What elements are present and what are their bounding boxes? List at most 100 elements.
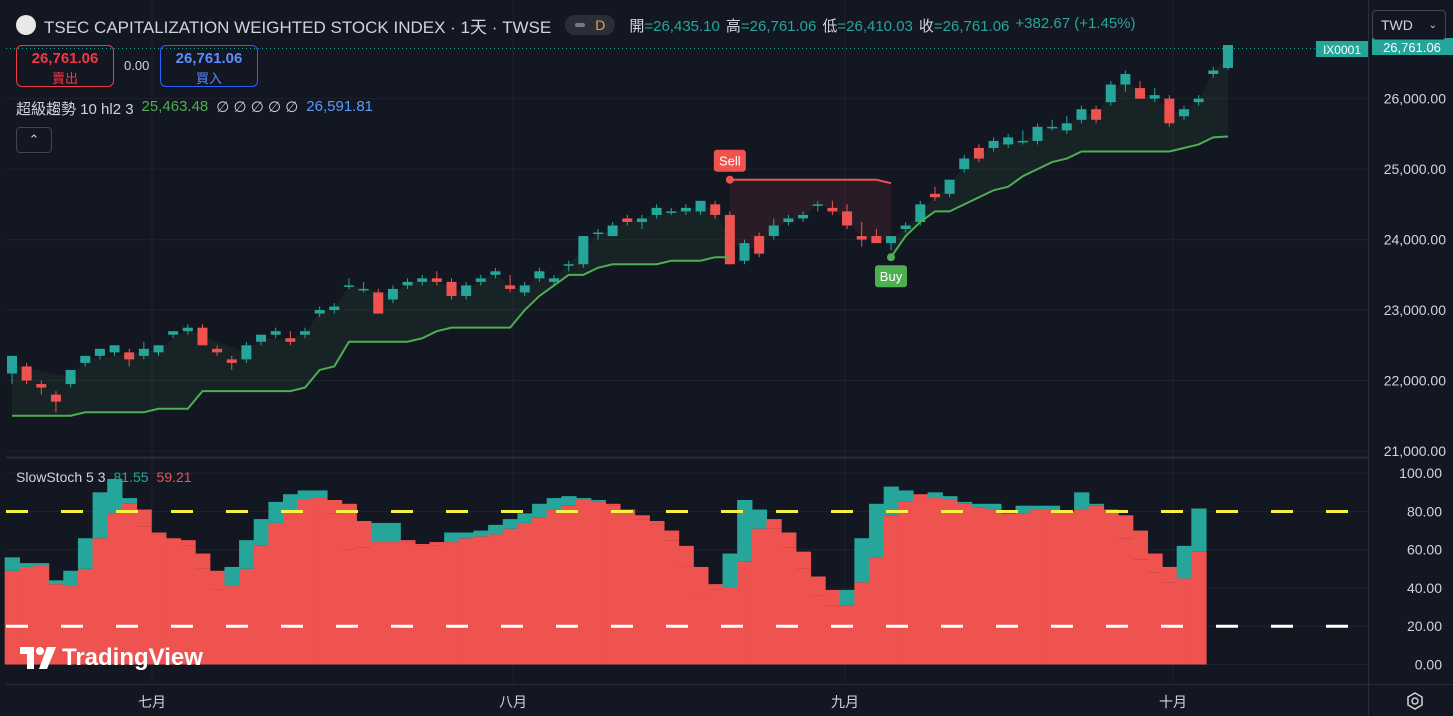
stoch-bar-top xyxy=(444,532,460,543)
price-tick-label: 26,000.00 xyxy=(1384,91,1446,107)
slow-stoch-series xyxy=(4,478,1368,665)
candle-body xyxy=(109,345,120,353)
candle-body xyxy=(827,207,838,212)
candle-body xyxy=(886,236,896,244)
settings-icon[interactable] xyxy=(1407,692,1423,710)
stoch-bar-top xyxy=(634,515,650,520)
stoch-bar xyxy=(693,599,709,665)
stoch-bar-top xyxy=(151,532,167,535)
candle-body xyxy=(94,348,105,356)
stoch-bar-top xyxy=(663,530,680,541)
stoch-bar xyxy=(825,605,841,665)
time-tick-label: 九月 xyxy=(831,695,859,711)
candle-body xyxy=(256,334,267,342)
stoch-bar xyxy=(297,499,313,665)
stoch-bar xyxy=(912,494,929,665)
indicator-placeholders: ∅ ∅ ∅ ∅ ∅ xyxy=(216,99,299,116)
candle-body xyxy=(636,218,647,222)
stoch-bar xyxy=(253,545,269,665)
stoch-bar-top xyxy=(283,494,299,512)
stoch-bar-top xyxy=(766,519,782,529)
stoch-bar-top xyxy=(19,563,35,567)
candle-body xyxy=(593,232,603,235)
stoch-bar-top xyxy=(751,509,768,529)
currency-value: TWD xyxy=(1381,17,1413,33)
stoch-bar xyxy=(707,589,724,665)
supertrend-legend[interactable]: 超級趨勢 10 hl2 3 25,463.48 ∅ ∅ ∅ ∅ ∅ 26,591… xyxy=(16,98,373,119)
low-value: =26,410.03 xyxy=(837,17,913,35)
stoch-bar-top xyxy=(1176,545,1192,579)
symbol-title[interactable]: TSEC CAPITALIZATION WEIGHTED STOCK INDEX… xyxy=(44,17,552,37)
stoch-tick-label: 0.00 xyxy=(1415,657,1442,673)
candle-body xyxy=(988,140,999,148)
stoch-bar-top xyxy=(209,570,226,590)
stoch-bar-top xyxy=(297,490,313,500)
candle-body xyxy=(754,236,765,254)
stoch-bar xyxy=(1147,572,1163,665)
stoch-bar xyxy=(107,513,123,665)
candle-body xyxy=(417,278,428,282)
market-status-badge[interactable]: D xyxy=(565,15,616,35)
candle-body xyxy=(212,348,223,353)
stoch-bar-top xyxy=(971,503,987,508)
stoch-bar-top xyxy=(92,492,108,539)
signal-label: Buy xyxy=(880,269,903,284)
stoch-bar xyxy=(561,505,577,665)
stoch-bar xyxy=(1118,538,1134,665)
collapse-legend-button[interactable]: ⌃ xyxy=(16,127,52,153)
candle-body xyxy=(490,271,501,275)
candle-body xyxy=(710,204,721,215)
candle-body xyxy=(856,236,867,240)
candle-body xyxy=(651,207,662,215)
stoch-bar xyxy=(1059,511,1075,665)
price-axis[interactable]: 26,000.00 25,000.00 24,000.00 23,000.00 22,0… xyxy=(1384,91,1446,673)
candle-body xyxy=(21,366,32,381)
stoch-bar xyxy=(546,509,562,665)
stoch-bar xyxy=(737,561,753,665)
tradingview-logo[interactable]: TradingView xyxy=(20,644,203,672)
candle-body xyxy=(197,327,208,346)
currency-select[interactable]: TWD ⌄ xyxy=(1372,10,1446,40)
stoch-bar xyxy=(795,568,812,665)
stoch-bar xyxy=(1191,551,1207,665)
candle-body xyxy=(505,285,516,289)
candle-body xyxy=(124,352,135,360)
stoch-bar-top xyxy=(312,490,328,499)
candle-body xyxy=(50,394,61,402)
candle-body xyxy=(80,355,91,363)
candle-body xyxy=(1179,109,1189,117)
symbol-logo-icon xyxy=(16,15,36,35)
signal-label: Sell xyxy=(719,154,741,169)
stoch-bar xyxy=(1103,511,1119,665)
stoch-legend[interactable]: SlowStoch 5 3 81.55 59.21 xyxy=(16,469,192,485)
buy-button[interactable]: 26,761.06 買入 xyxy=(160,45,258,87)
stoch-bar-top xyxy=(458,532,475,539)
supertrend-up-fill xyxy=(891,56,1228,258)
symbol-tag: IX0001 xyxy=(1316,41,1368,57)
candle-body xyxy=(461,285,472,296)
candle-body xyxy=(973,147,984,159)
stoch-bar-top xyxy=(107,478,123,514)
candle-body xyxy=(1047,126,1058,129)
stoch-bar xyxy=(502,528,519,665)
candle-body xyxy=(812,204,823,206)
candle-body xyxy=(314,310,325,314)
stoch-bar-top xyxy=(546,498,562,510)
stoch-bar-top xyxy=(370,522,387,543)
supertrend-up-fill xyxy=(12,206,730,416)
stoch-bar-top xyxy=(400,540,416,543)
candle-body xyxy=(915,204,926,222)
candle-body xyxy=(431,278,442,282)
stoch-bar xyxy=(810,595,826,665)
stoch-bar-top xyxy=(561,496,577,506)
stoch-bar xyxy=(751,528,768,665)
candle-body xyxy=(1120,73,1131,85)
sell-button[interactable]: 26,761.06 賣出 xyxy=(16,45,114,87)
time-tick-label: 十月 xyxy=(1159,695,1187,711)
stoch-bar xyxy=(429,545,445,665)
stoch-bar-top xyxy=(927,492,943,499)
change-value: +382.67 (+1.45%) xyxy=(1015,14,1136,32)
time-axis[interactable]: 七月 八月 九月 十月 xyxy=(138,695,1187,711)
stoch-bar xyxy=(1015,513,1031,665)
